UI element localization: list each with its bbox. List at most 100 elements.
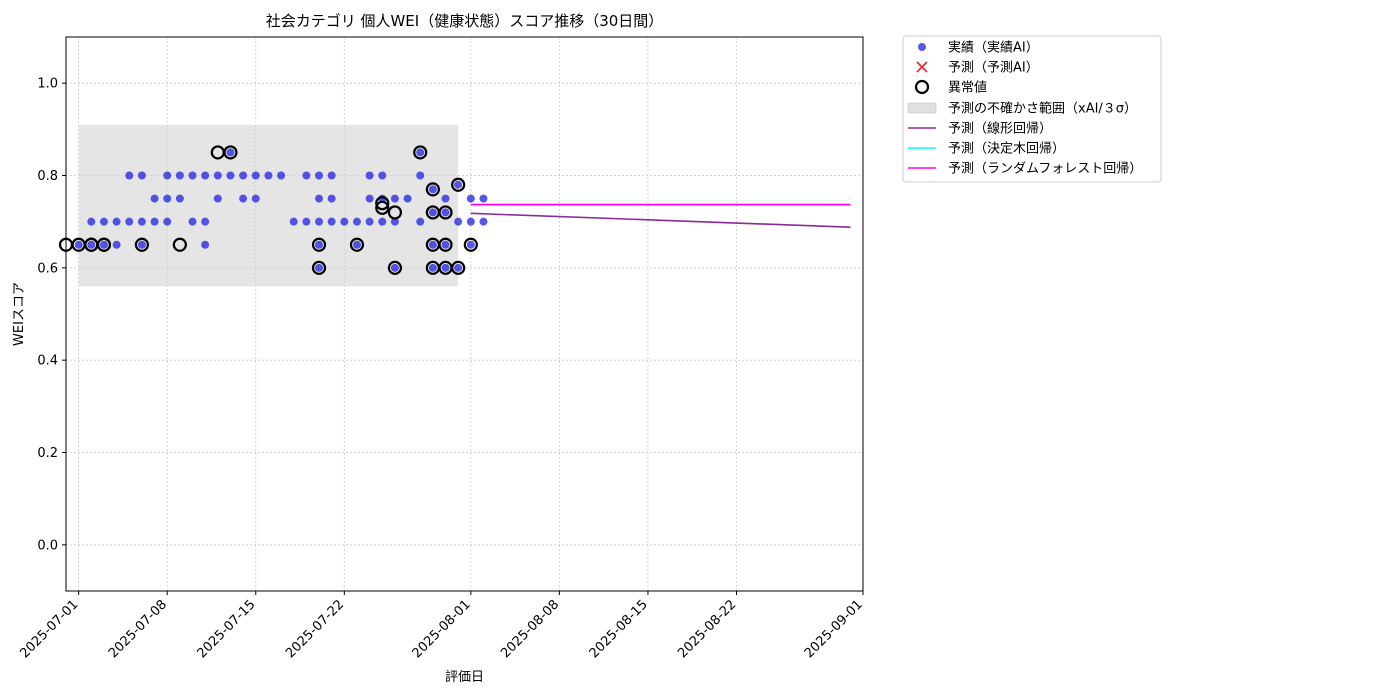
actual-point (340, 217, 349, 226)
actual-point (289, 217, 298, 226)
actual-point (302, 217, 311, 226)
actual-point (226, 148, 235, 157)
legend-label: 予測（決定木回帰） (948, 141, 1065, 157)
actual-point (315, 263, 324, 272)
actual-point (251, 171, 260, 180)
actual-points (74, 148, 488, 272)
actual-point (403, 194, 412, 203)
actual-point (416, 148, 425, 157)
actual-point (188, 217, 197, 226)
actual-point (441, 194, 450, 203)
anomaly-point (425, 182, 440, 197)
y-tick-label: 0.6 (37, 261, 58, 276)
x-tick-label: 2025-09-01 (802, 597, 866, 661)
actual-point (239, 171, 248, 180)
actual-point (163, 171, 172, 180)
actual-point (213, 194, 222, 203)
actual-point (466, 240, 475, 249)
y-tick-label: 1.0 (37, 77, 58, 92)
x-tick-label: 2025-07-15 (195, 597, 259, 661)
y-tick-label: 0.2 (37, 446, 58, 461)
actual-point (201, 240, 210, 249)
anomaly-point (387, 205, 403, 220)
x-axis-title: 評価日 (445, 670, 484, 685)
actual-point (416, 171, 425, 180)
actual-point (327, 171, 336, 180)
legend-box (902, 35, 1162, 183)
actual-point (327, 194, 336, 203)
actual-point (441, 208, 450, 217)
anomaly-point (223, 145, 238, 160)
x-tick-label: 2025-08-01 (410, 597, 474, 661)
actual-point (466, 217, 475, 226)
y-axis-title: WEIスコア (12, 282, 27, 346)
anomaly-point (438, 205, 453, 220)
x-tick-label: 2025-07-08 (106, 597, 170, 661)
legend-marker-band (907, 102, 937, 114)
actual-point (150, 217, 159, 226)
anomaly-point (451, 177, 466, 192)
actual-point (441, 263, 450, 272)
actual-point (74, 240, 83, 249)
legend-label: 予測（ランダムフォレスト回帰） (948, 161, 1142, 177)
actual-point (99, 240, 108, 249)
actual-point (454, 217, 463, 226)
actual-point (479, 217, 488, 226)
y-tick-label: 0.0 (37, 538, 58, 553)
uncertainty-band (78, 124, 459, 287)
grid-lines (66, 37, 864, 591)
x-tick-label: 2025-08-08 (498, 597, 562, 661)
actual-point (137, 240, 146, 249)
actual-point (327, 217, 336, 226)
actual-point (365, 217, 374, 226)
actual-point (428, 263, 437, 272)
actual-point (277, 171, 286, 180)
actual-point (251, 194, 260, 203)
legend-label: 異常値 (948, 80, 987, 96)
actual-point (315, 217, 324, 226)
x-tick-label: 2025-07-22 (283, 597, 347, 661)
x-tick-label: 2025-07-01 (17, 597, 81, 661)
anomaly-point (349, 237, 365, 252)
actual-point (315, 194, 324, 203)
legend-label: 予測（線形回帰） (948, 121, 1052, 137)
actual-point (201, 217, 210, 226)
actual-point (226, 171, 235, 180)
actual-point (175, 194, 184, 203)
actual-point (163, 217, 172, 226)
actual-point (378, 171, 387, 180)
anomaly-point (451, 260, 466, 275)
anomaly-point (375, 200, 390, 215)
y-tick-label: 0.8 (37, 169, 58, 184)
actual-point (352, 240, 361, 249)
actual-point (213, 171, 222, 180)
actual-point (315, 240, 324, 249)
legend-label: 実績（実績AI） (948, 40, 1039, 56)
actual-point (175, 171, 184, 180)
legend-marker-actual (918, 43, 926, 51)
anomaly-point (438, 237, 453, 252)
legend-label: 予測の不確かさ範囲（xAI/３σ） (948, 101, 1137, 117)
actual-point (163, 194, 172, 203)
actual-point (479, 194, 488, 203)
x-tick-label: 2025-08-15 (587, 597, 651, 661)
actual-point (416, 217, 425, 226)
actual-point (428, 208, 437, 217)
x-tick-label: 2025-08-22 (675, 597, 739, 661)
legend-label: 予測（予測AI） (948, 61, 1039, 76)
actual-point (112, 240, 121, 249)
actual-point (125, 217, 134, 226)
y-tick-label: 0.4 (37, 354, 58, 369)
anomaly-point (387, 260, 403, 275)
anomaly-point (375, 196, 390, 211)
actual-point (454, 180, 463, 189)
actual-point (352, 217, 361, 226)
actual-point (125, 171, 134, 180)
forecast-line (470, 212, 851, 229)
legend-marker-anomaly (914, 79, 930, 95)
actual-point (454, 263, 463, 272)
actual-point (87, 217, 96, 226)
actual-point (112, 217, 121, 226)
